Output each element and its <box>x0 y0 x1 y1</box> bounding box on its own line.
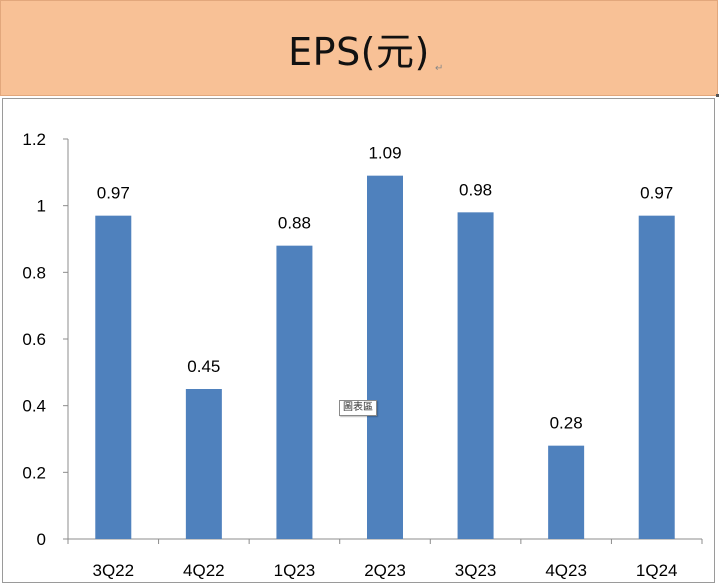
chart-title: EPS(元) ↵ <box>288 21 443 76</box>
data-label: 0.88 <box>278 214 311 233</box>
bar <box>638 215 675 539</box>
x-category-label: 4Q22 <box>183 561 225 580</box>
data-label: 0.45 <box>187 357 220 376</box>
x-category-label: 3Q22 <box>92 561 134 580</box>
x-category-label: 1Q23 <box>274 561 316 580</box>
y-tick-label: 0.6 <box>22 330 46 349</box>
y-tick-label: 0.2 <box>22 463 46 482</box>
y-tick-label: 1.2 <box>22 130 46 149</box>
chart-title-banner: EPS(元) ↵ <box>0 0 718 96</box>
data-label: 0.97 <box>97 184 130 203</box>
bar <box>367 175 403 539</box>
data-label: 1.09 <box>368 144 401 163</box>
y-tick-label: 0.4 <box>22 397 46 416</box>
bar <box>548 445 585 539</box>
data-label: 0.98 <box>459 180 492 199</box>
chart-title-text: EPS(元) <box>288 29 430 74</box>
y-tick-label: 1 <box>37 197 46 216</box>
x-category-label: 2Q23 <box>364 561 406 580</box>
x-category-label: 3Q23 <box>455 561 497 580</box>
bar <box>95 215 132 539</box>
x-category-label: 4Q23 <box>545 561 587 580</box>
data-label: 0.97 <box>640 184 673 203</box>
data-label: 0.28 <box>550 414 583 433</box>
y-tick-label: 0.8 <box>22 263 46 282</box>
resize-handle[interactable] <box>716 94 719 97</box>
y-tick-label: 0 <box>37 530 46 549</box>
chart-area-tooltip: 圖表區 <box>339 400 377 416</box>
bar <box>276 245 313 539</box>
bar <box>185 389 222 539</box>
x-category-label: 1Q24 <box>636 561 678 580</box>
paragraph-mark-icon: ↵ <box>434 62 444 74</box>
bar <box>457 212 494 540</box>
